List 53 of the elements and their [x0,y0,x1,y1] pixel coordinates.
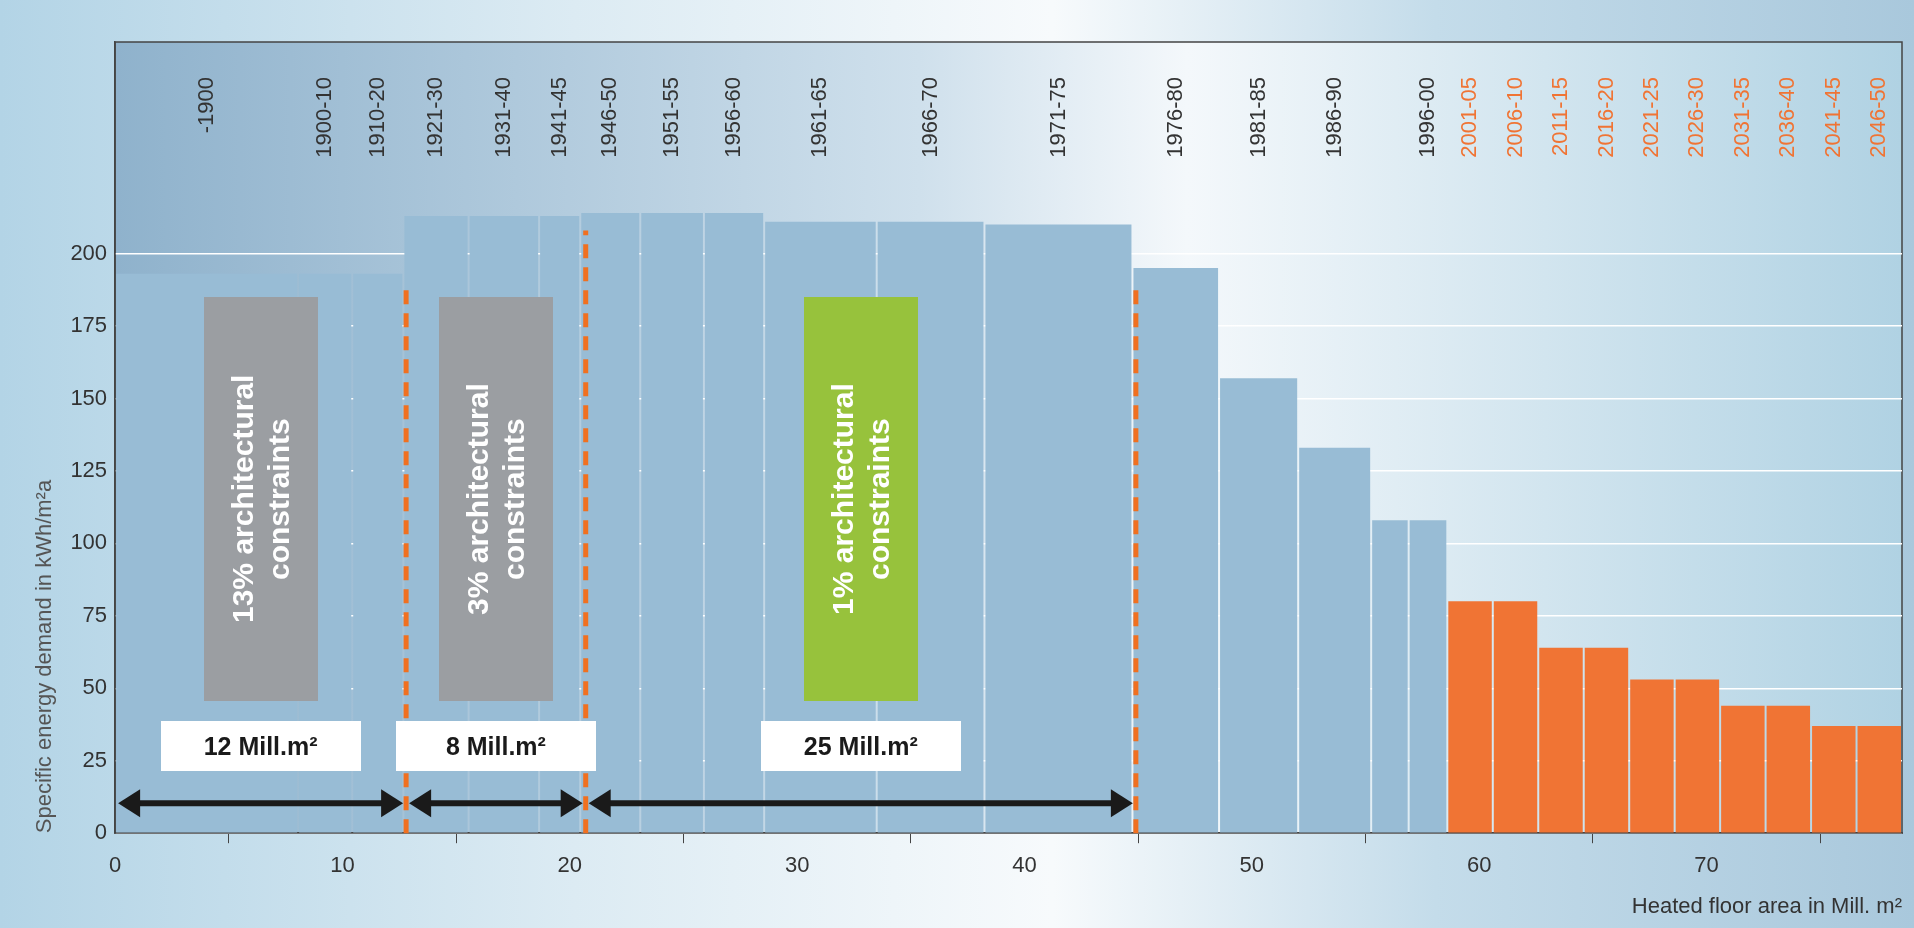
category-label: 1981-85 [1244,77,1270,158]
x-tick-label: 20 [557,852,583,878]
category-label: 1910-20 [363,77,389,158]
y-tick-label: 0 [94,819,108,845]
y-tick-label: 100 [70,529,108,555]
category-label: 1941-45 [545,77,571,158]
annotation: 13% architectural constraints [224,373,296,626]
x-tick-label: 60 [1466,852,1492,878]
category-label: 2006-10 [1501,77,1527,158]
category-label: 1951-55 [658,77,684,158]
x-tick-label: 50 [1239,852,1265,878]
y-tick-label: 200 [70,239,108,265]
category-label: 1946-50 [596,77,622,158]
y-axis-title: Specific energy demand in kWh/m²a [31,479,57,834]
category-label: 1986-90 [1320,77,1346,158]
note-box: 3% architectural constraints [438,297,553,702]
y-tick-label: 25 [82,746,108,772]
category-label: 2021-25 [1637,77,1663,158]
x-tick-label: 70 [1694,852,1719,878]
y-tick-label: 50 [82,674,108,700]
category-label: 2041-45 [1819,77,1845,158]
x-axis-title: Heated floor area in Mill. m² [1631,892,1902,918]
label-box: 8 Mill.m² [395,721,596,772]
x-tick-label: 30 [784,852,810,878]
category-label: 2046-50 [1865,77,1891,158]
annotation: 1% architectural constraints [824,382,896,618]
y-tick-label: 125 [70,456,108,482]
category-label: 1956-60 [720,77,746,158]
x-tick-label: 40 [1012,852,1037,878]
category-label: 2036-40 [1774,77,1800,158]
category-label: 1966-70 [916,77,942,158]
category-label: 1961-65 [806,77,832,158]
y-tick-label: 150 [70,384,108,410]
category-label: 2016-20 [1592,77,1618,158]
category-label: 2011-15 [1547,77,1573,157]
label-box: 12 Mill.m² [160,721,361,772]
category-label: 1900-10 [311,77,337,158]
category-label: 1996-00 [1414,77,1440,158]
label-box: 25 Mill.m² [760,721,961,772]
category-label: 1931-40 [489,77,515,158]
category-label: 2001-05 [1456,77,1482,158]
category-label: 1976-80 [1161,77,1187,158]
y-tick-label: 75 [82,601,108,627]
category-label: 1971-75 [1044,77,1070,158]
x-tick-label: 10 [330,852,355,878]
y-tick-label: 175 [70,312,108,338]
note-box: 13% architectural constraints [203,297,318,702]
category-label: 2031-35 [1728,77,1754,158]
category-label: 2026-30 [1683,77,1709,158]
annotation: 3% architectural constraints [459,382,531,618]
category-label: 1921-30 [422,77,448,158]
category-label: -1900 [192,77,218,134]
note-box: 1% architectural constraints [803,297,918,702]
